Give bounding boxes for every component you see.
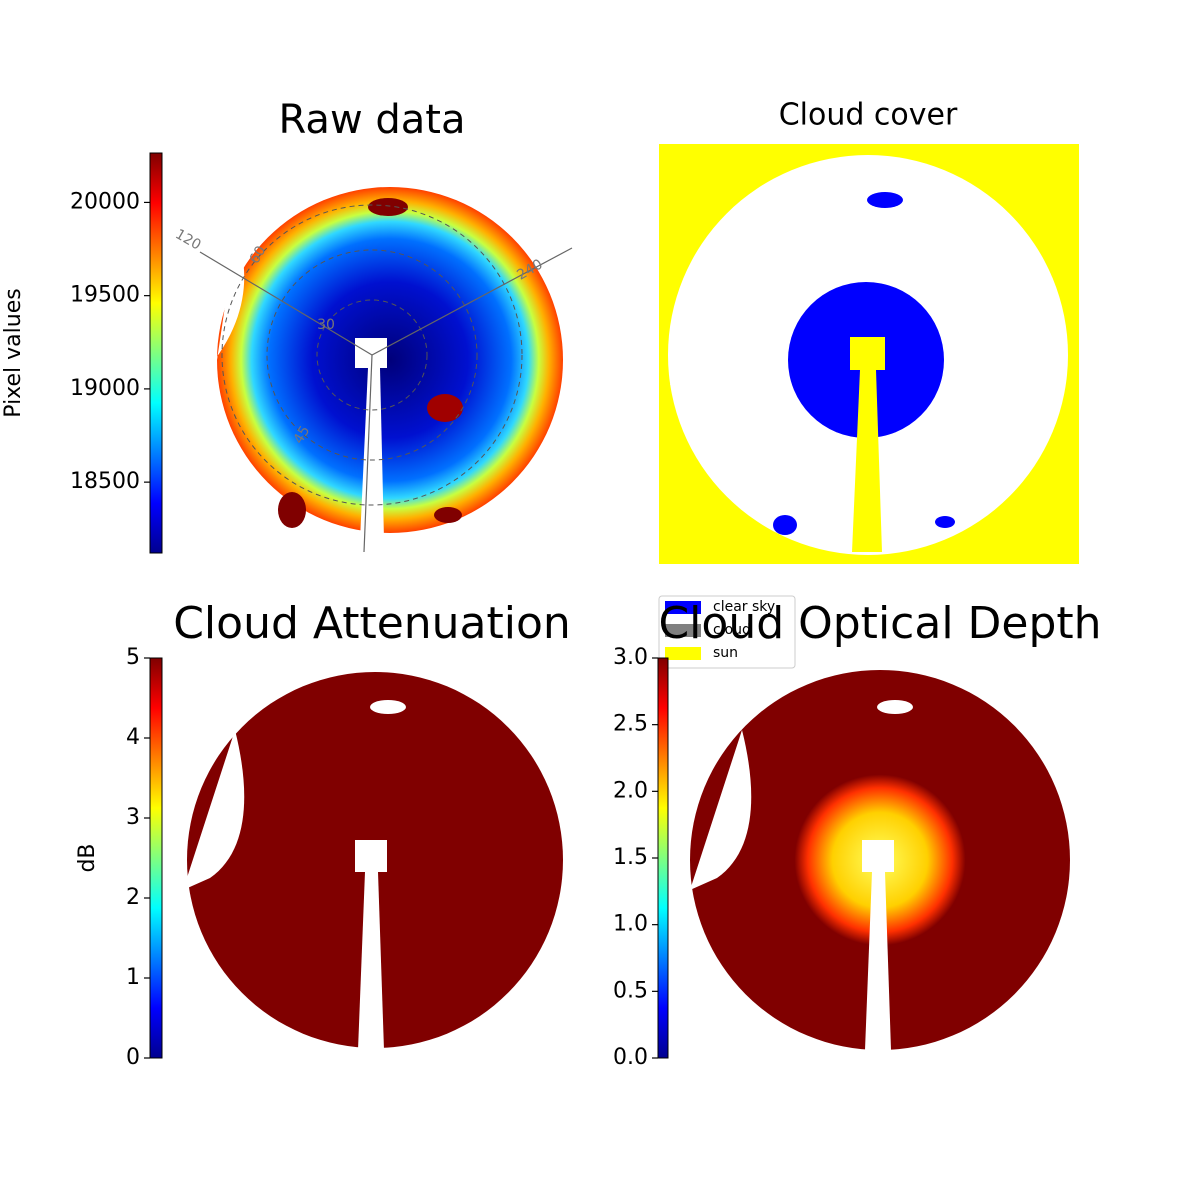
panel-title: Cloud cover	[779, 98, 958, 133]
colorbar-tick-label: 20000	[70, 189, 140, 214]
attenuation-image	[183, 672, 563, 1050]
colorbar-tick-label: 0.5	[613, 978, 648, 1003]
legend-swatch	[665, 624, 701, 637]
cloud-cover-image	[659, 144, 1079, 564]
legend-swatch	[665, 647, 701, 660]
colorbar-label: dB	[75, 843, 100, 872]
polar-label: 45	[291, 423, 314, 446]
colorbar-tick-label: 19000	[70, 376, 140, 401]
colorbar-tick-label: 4	[126, 725, 140, 750]
optical-depth-image	[690, 670, 1070, 1050]
colorbar-label: Pixel values	[1, 288, 26, 417]
colorbar-tick-label: 19500	[70, 283, 140, 308]
colorbar-tick-label: 3.0	[613, 645, 648, 670]
colorbar-tick-label: 5	[126, 645, 140, 670]
panel-title: Cloud Attenuation	[173, 598, 571, 649]
legend-label: sun	[713, 645, 738, 661]
colorbar-tick-label: 1.5	[613, 845, 648, 870]
colorbar-tick-label: 2.0	[613, 778, 648, 803]
colorbar-tick-label: 1	[126, 965, 140, 990]
colorbar	[149, 657, 163, 1059]
raw-image	[199, 187, 573, 553]
panel-title: Raw data	[279, 97, 466, 143]
polar-label: 120	[172, 226, 203, 253]
colorbar-tick-label: 0	[126, 1045, 140, 1070]
legend-label: clear sky	[713, 599, 775, 615]
legend: clear sky cloud sun	[658, 595, 796, 669]
polar-label: 30	[317, 317, 335, 333]
colorbar	[149, 152, 163, 554]
legend-swatch	[665, 601, 701, 614]
colorbar-tick-label: 2	[126, 885, 140, 910]
legend-label: cloud	[713, 622, 751, 638]
colorbar	[657, 657, 669, 1059]
polar-label: 60	[247, 243, 270, 266]
colorbar-tick-label: 2.5	[613, 712, 648, 737]
panel-title: Cloud Optical Depth	[658, 598, 1101, 649]
colorbar-tick-label: 18500	[70, 469, 140, 494]
colorbar-tick-label: 0.0	[613, 1045, 648, 1070]
colorbar-tick-label: 1.0	[613, 912, 648, 937]
colorbar-tick-label: 3	[126, 805, 140, 830]
